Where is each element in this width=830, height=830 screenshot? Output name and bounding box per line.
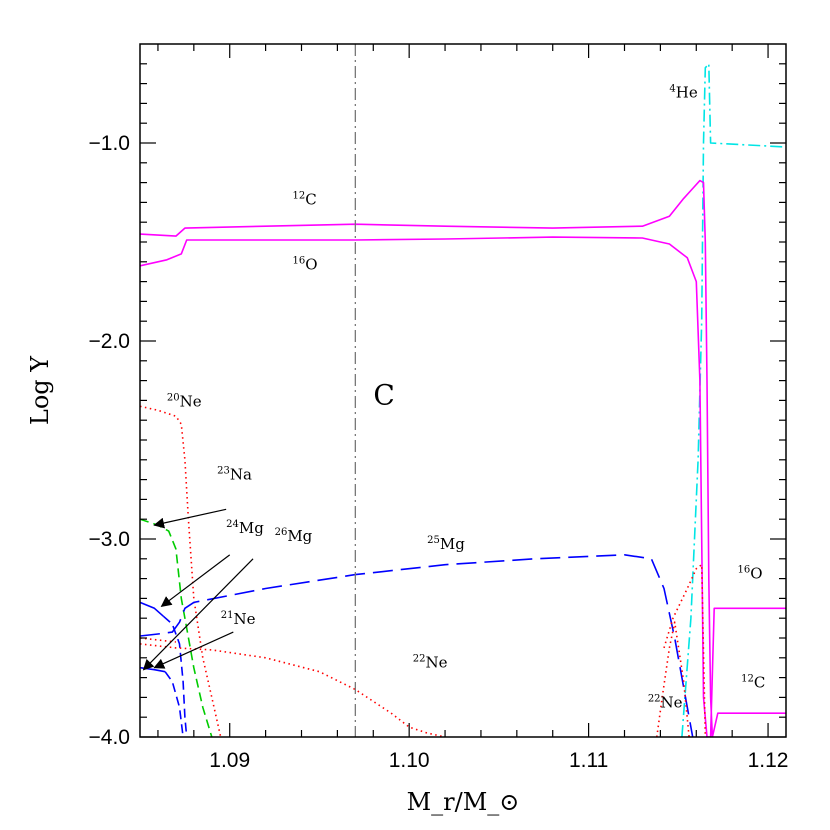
- isotope-label-1: 12C: [293, 190, 317, 208]
- isotope-label-3: 20Ne: [167, 392, 202, 410]
- annotation-arrows: [142, 508, 254, 671]
- labels: C 1.09 1.10 1.11 1.12 −1.0 −2.0 −3.0 −4.0 M_r/M_⊙…: [26, 83, 788, 816]
- series-line-ne22_right: [656, 621, 690, 737]
- series-line-mg24: [140, 601, 164, 617]
- series-line-he4: [681, 63, 786, 737]
- x-tick-label: 1.09: [209, 749, 250, 772]
- isotope-label-10: 22Ne: [648, 693, 683, 711]
- annotation-arrow-2: [142, 558, 254, 671]
- series-line-ne22_early: [140, 637, 176, 643]
- annotation-arrow-0: [153, 508, 227, 529]
- isotope-label-9: 22Ne: [413, 654, 448, 672]
- annotation-arrow-3: [153, 631, 234, 669]
- x-axis-title: M_r/M_⊙: [407, 788, 520, 816]
- series-line-mg26_cont: [164, 671, 184, 737]
- plot-border: [139, 43, 787, 738]
- y-tick-label: −2.0: [89, 330, 130, 353]
- y-tick-label: −3.0: [89, 528, 130, 551]
- isotope-label-6: 26Mg: [275, 527, 313, 545]
- y-tick-label: −1.0: [89, 132, 130, 155]
- isotope-label-2: 16O: [293, 256, 318, 274]
- isotope-label-8: 21Ne: [221, 610, 256, 628]
- isotope-label-7: 25Mg: [427, 535, 465, 553]
- series-line-ne20: [140, 405, 222, 737]
- x-tick-label: 1.12: [748, 749, 789, 772]
- zone-label: C: [373, 378, 394, 411]
- isotope-label-5: 24Mg: [226, 519, 264, 537]
- series-line-o16: [140, 236, 786, 737]
- series-line-mg25: [140, 554, 694, 737]
- series-line-c12: [140, 179, 786, 737]
- x-tick-label: 1.11: [569, 749, 608, 772]
- series-line-mg24_cont: [162, 615, 188, 737]
- series-line-o16_right: [663, 563, 707, 737]
- isotope-label-11: 16O: [738, 565, 763, 583]
- data-lines: [140, 63, 786, 737]
- x-tick-label: 1.10: [389, 749, 430, 772]
- isotope-label-4: 23Na: [217, 466, 252, 484]
- y-tick-label: −4.0: [89, 726, 130, 749]
- plot-frame: [139, 43, 787, 738]
- isotope-label-12: 12C: [741, 674, 765, 692]
- y-axis-title: Log Y: [26, 355, 54, 425]
- axis-ticks: [140, 44, 786, 738]
- annotation-arrow-1: [160, 554, 231, 607]
- isotope-label-0: 4He: [669, 83, 697, 101]
